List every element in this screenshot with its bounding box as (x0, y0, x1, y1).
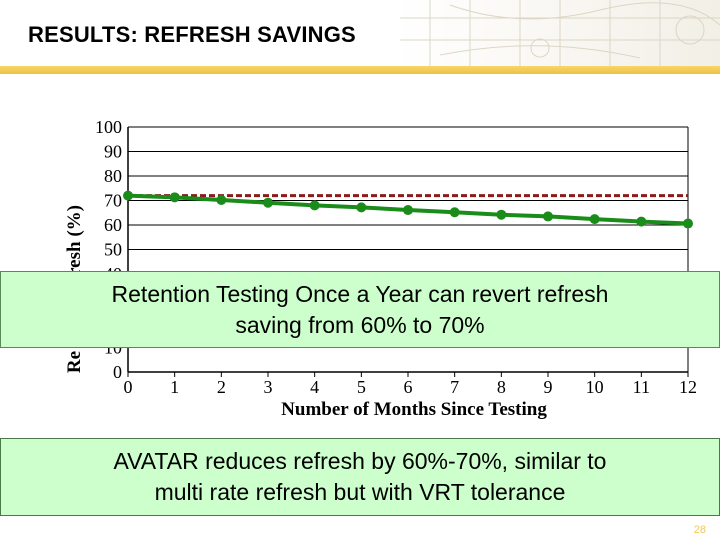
savings-data-point (309, 200, 320, 211)
y-tick-label: 50 (104, 240, 122, 260)
x-tick-label: 10 (586, 377, 604, 397)
x-tick-label: 7 (450, 377, 459, 397)
x-axis-label: Number of Months Since Testing (281, 399, 547, 420)
retention-callout-line-2: saving from 60% to 70% (235, 312, 485, 338)
page-number: 28 (693, 524, 706, 536)
header-accent-bar (0, 66, 720, 74)
savings-data-point (589, 214, 600, 225)
savings-data-point (169, 192, 180, 203)
x-tick-label: 0 (124, 377, 133, 397)
savings-data-point (683, 218, 693, 229)
savings-data-point (216, 195, 227, 206)
savings-data-point (263, 197, 273, 208)
x-tick-label: 6 (404, 377, 413, 397)
savings-data-point (496, 209, 507, 220)
x-tick-label: 1 (170, 377, 179, 397)
y-tick-label: 0 (113, 362, 122, 382)
refresh-savings-chart: 0102030405060708090100 0123456789101112 … (64, 117, 698, 420)
savings-data-point (636, 216, 647, 227)
x-tick-label: 12 (679, 377, 697, 397)
y-tick-label: 70 (104, 191, 122, 211)
header-decoration (400, 0, 720, 66)
x-tick-label: 8 (497, 377, 506, 397)
savings-data-point (403, 205, 413, 216)
x-tick-label: 11 (633, 377, 650, 397)
savings-data-point (449, 207, 460, 218)
chart-series (123, 190, 693, 229)
slide-header: RESULTS: REFRESH SAVINGS (0, 0, 720, 66)
x-tick-label: 5 (357, 377, 366, 397)
savings-data-point (356, 202, 367, 213)
x-tick-label: 3 (264, 377, 273, 397)
avatar-callout-line-1: AVATAR reduces refresh by 60%-70%, simil… (113, 448, 607, 474)
savings-data-point (543, 211, 553, 222)
y-tick-label: 60 (104, 215, 122, 235)
avatar-callout: AVATAR reduces refresh by 60%-70%, simil… (0, 438, 720, 516)
x-tick-label: 4 (310, 377, 319, 397)
x-tick-label: 9 (544, 377, 553, 397)
x-tick-label: 2 (217, 377, 226, 397)
retention-callout: Retention Testing Once a Year can revert… (0, 271, 720, 348)
y-tick-label: 80 (104, 166, 122, 186)
avatar-callout-line-2: multi rate refresh but with VRT toleranc… (154, 479, 566, 505)
savings-data-point (123, 190, 133, 201)
x-tick-labels: 0 1 2 3 4 5 6 7 8 9 10 11 12 (124, 377, 698, 397)
slide-title: RESULTS: REFRESH SAVINGS (28, 22, 356, 47)
retention-callout-line-1: Retention Testing Once a Year can revert… (111, 281, 609, 307)
y-tick-label: 90 (104, 142, 122, 162)
y-tick-label: 100 (95, 117, 122, 137)
y-axis-label-lower: Re (64, 351, 85, 373)
